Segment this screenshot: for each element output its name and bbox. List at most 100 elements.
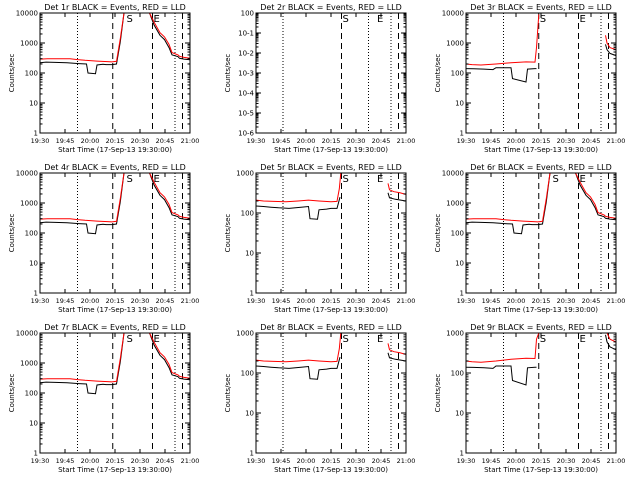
x-tick-label: 21:00 xyxy=(397,457,416,465)
x-axis-label: Start Time (17-Sep-13 19:30:00) xyxy=(58,146,172,154)
y-tick-label: 10 xyxy=(455,100,464,108)
x-tick-label: 21:00 xyxy=(181,297,200,305)
y-tick-label: 100 xyxy=(241,370,254,378)
y-tick-label: 100 xyxy=(451,230,464,238)
x-axis-label: Start Time (17-Sep-13 19:30:00) xyxy=(484,146,598,154)
y-tick-label: 10000 xyxy=(16,170,38,178)
y-tick-label: 1 xyxy=(34,130,38,138)
x-axis-label: Start Time (17-Sep-13 19:30:00) xyxy=(58,466,172,474)
y-tick-label: 1000 xyxy=(236,170,254,178)
y-tick-label: 100 xyxy=(451,70,464,78)
chart-title: Det 5r BLACK = Events, RED = LLD xyxy=(260,163,402,172)
y-tick-label: 1000 xyxy=(20,200,38,208)
x-tick-label: 20:00 xyxy=(297,457,316,465)
y-tick-label: 10000 xyxy=(16,10,38,18)
y-tick-label: 10-5 xyxy=(238,110,254,118)
x-tick-label: 19:45 xyxy=(482,297,501,305)
x-tick-label: 19:45 xyxy=(56,137,75,145)
y-tick-label: 1 xyxy=(250,290,254,298)
y-tick-label: 10 xyxy=(245,250,254,258)
y-tick-label: 10000 xyxy=(442,170,464,178)
x-tick-label: 20:45 xyxy=(372,137,391,145)
x-tick-label: 20:00 xyxy=(297,297,316,305)
x-tick-label: 20:45 xyxy=(582,137,601,145)
y-tick-label: 10-1 xyxy=(238,30,254,38)
events-series-line xyxy=(465,67,537,83)
x-axis-label: Start Time (17-Sep-13 19:30:00) xyxy=(274,146,388,154)
x-tick-label: 19:30 xyxy=(31,297,50,305)
lld-series-line xyxy=(465,332,540,363)
chart-title: Det 7r BLACK = Events, RED = LLD xyxy=(44,323,186,332)
chart-title: Det 8r BLACK = Events, RED = LLD xyxy=(260,323,402,332)
x-tick-label: 21:00 xyxy=(607,137,626,145)
x-tick-label: 20:15 xyxy=(106,137,125,145)
marker-label-s: S xyxy=(540,14,546,25)
x-tick-label: 19:30 xyxy=(457,137,476,145)
y-tick-label: 100 xyxy=(451,370,464,378)
x-tick-label: 19:45 xyxy=(482,457,501,465)
y-axis-label: Counts/sec xyxy=(434,374,442,413)
x-tick-label: 20:45 xyxy=(372,297,391,305)
marker-label-e: E xyxy=(377,334,383,345)
y-tick-label: 10 xyxy=(29,420,38,428)
x-tick-label: 19:30 xyxy=(247,137,266,145)
y-tick-label: 10 xyxy=(245,410,254,418)
events-series-line xyxy=(605,44,617,57)
x-tick-label: 20:00 xyxy=(81,457,100,465)
x-tick-label: 19:45 xyxy=(272,297,291,305)
x-tick-label: 19:30 xyxy=(31,137,50,145)
events-series-line xyxy=(387,192,407,202)
chart-title: Det 2r BLACK = Events, RED = LLD xyxy=(260,3,402,12)
x-tick-label: 20:15 xyxy=(532,457,551,465)
x-tick-label: 19:30 xyxy=(247,457,266,465)
marker-label-s: S xyxy=(127,334,133,345)
x-tick-label: 20:45 xyxy=(372,457,391,465)
y-tick-label: 10-4 xyxy=(238,90,254,98)
x-tick-label: 20:00 xyxy=(507,457,526,465)
y-tick-label: 100 xyxy=(25,70,38,78)
y-tick-label: 10-3 xyxy=(238,70,254,78)
y-tick-label: 1 xyxy=(34,290,38,298)
x-tick-label: 19:45 xyxy=(56,457,75,465)
x-tick-label: 19:30 xyxy=(31,457,50,465)
lld-series-line xyxy=(605,35,617,51)
marker-label-e: E xyxy=(580,174,586,185)
x-tick-label: 20:15 xyxy=(322,297,341,305)
x-tick-label: 19:45 xyxy=(56,297,75,305)
marker-label-e: E xyxy=(154,174,160,185)
x-tick-label: 20:30 xyxy=(557,457,576,465)
x-tick-label: 20:15 xyxy=(106,297,125,305)
y-tick-label: 10 xyxy=(29,100,38,108)
y-tick-label: 1000 xyxy=(20,40,38,48)
marker-label-s: S xyxy=(343,174,349,185)
chart-title: Det 9r BLACK = Events, RED = LLD xyxy=(470,323,612,332)
y-axis-label: Counts/sec xyxy=(8,214,16,253)
x-tick-label: 20:30 xyxy=(557,297,576,305)
events-series-line xyxy=(605,334,617,351)
x-tick-label: 20:30 xyxy=(347,457,366,465)
x-tick-label: 21:00 xyxy=(607,457,626,465)
events-series-line xyxy=(387,352,407,362)
x-tick-label: 19:45 xyxy=(272,457,291,465)
chart-title: Det 6r BLACK = Events, RED = LLD xyxy=(470,163,612,172)
y-tick-label: 1 xyxy=(460,290,464,298)
x-axis-label: Start Time (17-Sep-13 19:30:00) xyxy=(484,466,598,474)
y-tick-label: 1000 xyxy=(236,330,254,338)
y-tick-label: 10 xyxy=(29,260,38,268)
x-tick-label: 19:30 xyxy=(457,457,476,465)
y-axis-label: Counts/sec xyxy=(434,54,442,93)
x-axis-label: Start Time (17-Sep-13 19:30:00) xyxy=(484,306,598,314)
lld-series-line xyxy=(465,14,540,66)
x-tick-label: 19:30 xyxy=(457,297,476,305)
y-axis-label: Counts/sec xyxy=(224,374,232,413)
marker-label-s: S xyxy=(343,14,349,25)
x-tick-label: 20:45 xyxy=(582,457,601,465)
x-tick-label: 20:00 xyxy=(297,137,316,145)
